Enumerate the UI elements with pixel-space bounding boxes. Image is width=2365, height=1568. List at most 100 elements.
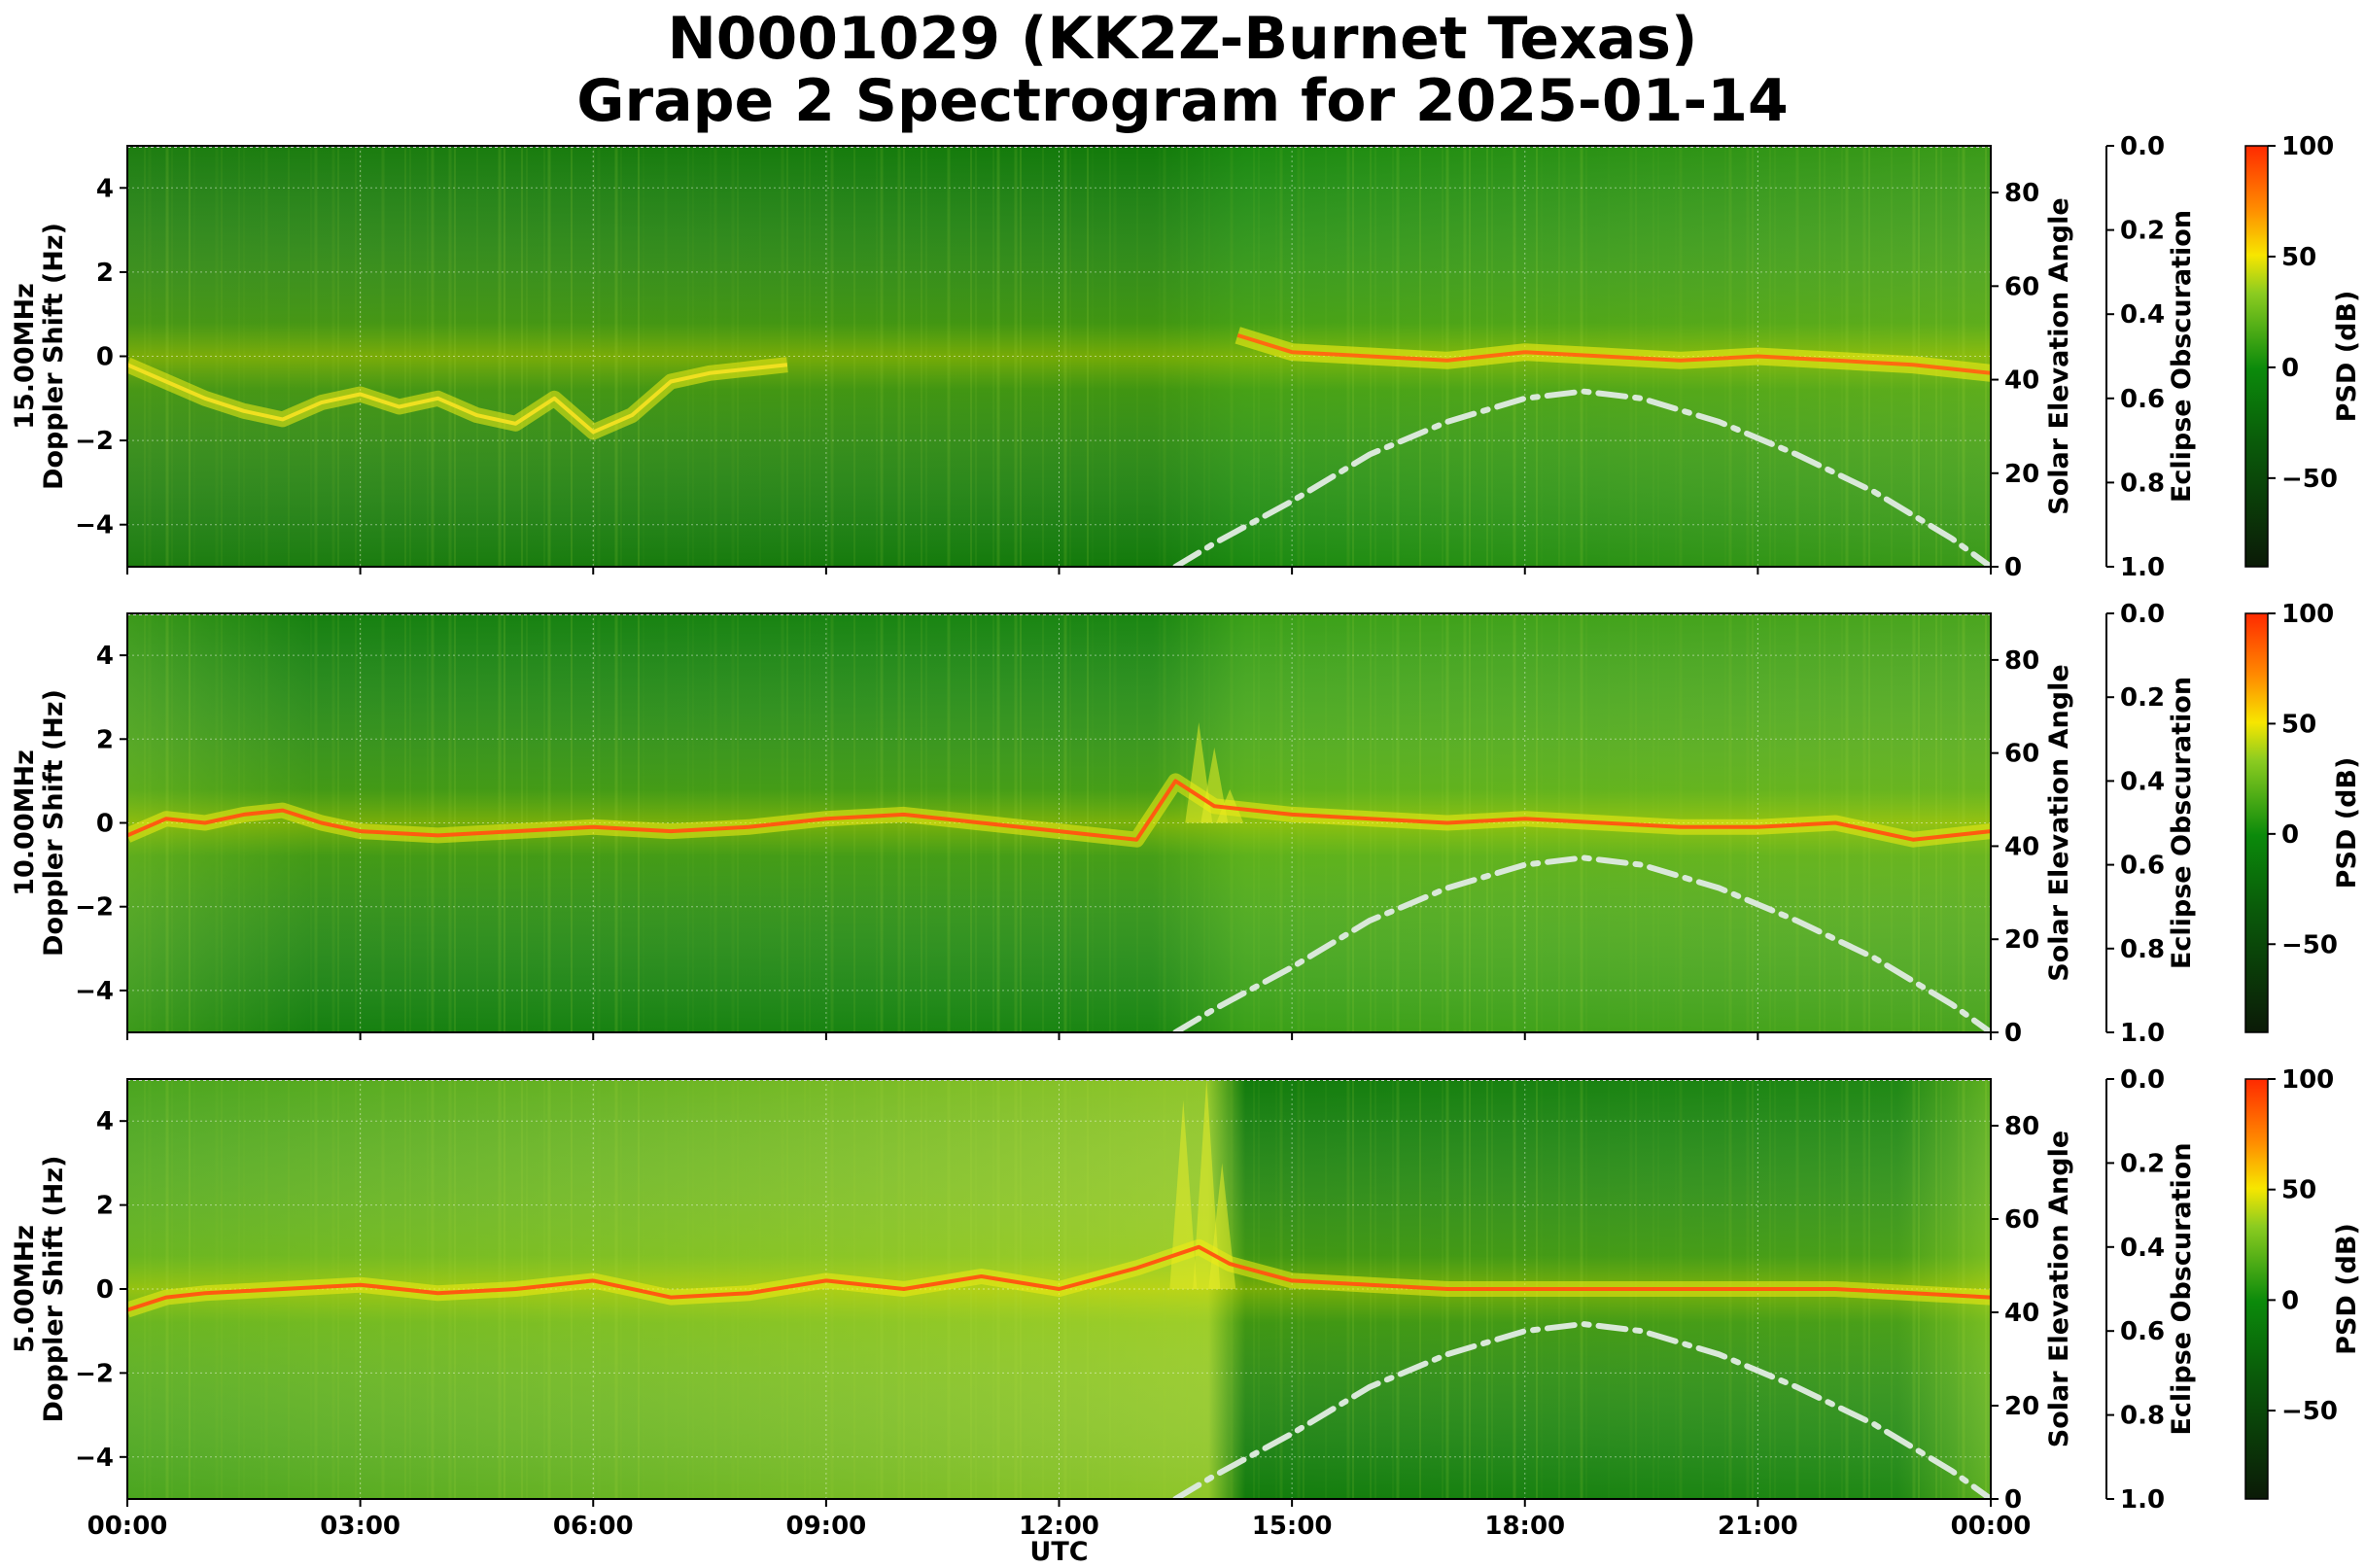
psd-colorbar-gradient xyxy=(2244,612,2269,1033)
eclipse-tick-label: 0.0 xyxy=(2120,1065,2165,1095)
doppler-axis-label: Doppler Shift (Hz) xyxy=(39,1156,69,1423)
psd-tick-label: −50 xyxy=(2281,1397,2338,1426)
solar-elevation-curve xyxy=(1172,854,1991,1032)
solar-tick-label: 80 xyxy=(2004,1112,2039,1141)
solar-elevation-curve xyxy=(1172,1320,1991,1499)
doppler-axis-label-frequency: 5.00MHz xyxy=(10,1225,40,1353)
eclipse-tick-label: 0.4 xyxy=(2120,767,2165,796)
doppler-tick-label: 0 xyxy=(96,810,114,839)
solar-tick-label: 20 xyxy=(2004,1392,2039,1421)
doppler-spread-feature xyxy=(1193,1079,1221,1289)
eclipse-tick-label: 0.2 xyxy=(2120,217,2165,246)
solar-tick-label: 40 xyxy=(2004,832,2039,861)
doppler-tick-label: −4 xyxy=(75,977,114,1006)
solar-axis-label: Solar Elevation Angle xyxy=(2044,664,2074,981)
psd-tick-label: 0 xyxy=(2281,354,2299,383)
psd-tick-label: 50 xyxy=(2281,1176,2316,1205)
eclipse-axis-label: Eclipse Obscuration xyxy=(2167,210,2197,503)
solar-tick-label: 80 xyxy=(2004,646,2039,676)
psd-colorbar: 100 50 0 −50 PSD (dB) xyxy=(2244,1065,2362,1500)
x-tick-label: 00:00 xyxy=(87,1512,168,1541)
solar-tick-label: 60 xyxy=(2004,1205,2039,1235)
doppler-tick-label: 0 xyxy=(96,343,114,372)
psd-axis-label: PSD (dB) xyxy=(2332,1223,2362,1355)
doppler-tick-label: 4 xyxy=(96,174,114,203)
psd-tick-label: 0 xyxy=(2281,820,2299,850)
doppler-tick-label: 2 xyxy=(96,725,114,754)
solar-elevation-curve xyxy=(1172,388,1991,567)
solar-tick-label: 20 xyxy=(2004,925,2039,955)
doppler-tick-label: 2 xyxy=(96,1192,114,1221)
eclipse-tick-label: 1.0 xyxy=(2120,553,2165,582)
eclipse-tick-label: 0.2 xyxy=(2120,1149,2165,1178)
chart-title-line-2: Grape 2 Spectrogram for 2025-01-14 xyxy=(576,67,1789,135)
spectrogram-panel-1: 420−2−415.00MHz Doppler Shift (Hz)0204060… xyxy=(10,132,2362,582)
x-tick-label: 06:00 xyxy=(553,1512,634,1541)
solar-tick-label: 0 xyxy=(2004,1485,2022,1515)
solar-tick-label: 40 xyxy=(2004,366,2039,396)
eclipse-tick-label: 0.4 xyxy=(2120,1234,2165,1263)
solar-tick-label: 40 xyxy=(2004,1299,2039,1328)
psd-axis-label: PSD (dB) xyxy=(2332,757,2362,889)
doppler-tick-label: −2 xyxy=(75,427,114,456)
psd-tick-label: 0 xyxy=(2281,1286,2299,1315)
eclipse-tick-label: 0.6 xyxy=(2120,852,2165,881)
eclipse-tick-label: 1.0 xyxy=(2120,1485,2165,1515)
psd-colorbar-gradient xyxy=(2244,1078,2269,1500)
eclipse-tick-label: 0.0 xyxy=(2120,600,2165,629)
eclipse-tick-label: 0.6 xyxy=(2120,385,2165,414)
doppler-tick-label: −4 xyxy=(75,511,114,540)
x-axis-label: UTC xyxy=(1029,1537,1088,1567)
psd-colorbar: 100 50 0 −50 PSD (dB) xyxy=(2244,132,2362,568)
doppler-trace xyxy=(127,779,1991,842)
doppler-axis-label: Doppler Shift (Hz) xyxy=(39,689,69,957)
x-tick-label: 15:00 xyxy=(1252,1512,1333,1541)
psd-tick-label: −50 xyxy=(2281,465,2338,494)
doppler-tick-label: 0 xyxy=(96,1275,114,1305)
solar-axis-label: Solar Elevation Angle xyxy=(2044,1131,2074,1447)
doppler-axis-label-frequency: 15.00MHz xyxy=(10,283,40,430)
spectrogram-panel-3: 420−2−45.00MHz Doppler Shift (Hz)02040608… xyxy=(10,1065,2362,1541)
solar-axis-label: Solar Elevation Angle xyxy=(2044,197,2074,514)
x-tick-label: 21:00 xyxy=(1718,1512,1798,1541)
x-tick-label: 18:00 xyxy=(1484,1512,1565,1541)
eclipse-tick-label: 0.8 xyxy=(2120,935,2165,964)
psd-tick-label: 100 xyxy=(2281,132,2334,161)
solar-tick-label: 60 xyxy=(2004,272,2039,301)
spectrogram-panel-2: 420−2−410.00MHz Doppler Shift (Hz)0204060… xyxy=(10,600,2362,1048)
solar-tick-label: 60 xyxy=(2004,740,2039,769)
doppler-tick-label: −2 xyxy=(75,1359,114,1388)
psd-axis-label: PSD (dB) xyxy=(2332,291,2362,423)
eclipse-axis-label: Eclipse Obscuration xyxy=(2167,677,2197,969)
psd-colorbar: 100 50 0 −50 PSD (dB) xyxy=(2244,600,2362,1033)
eclipse-tick-label: 0.2 xyxy=(2120,683,2165,713)
doppler-tick-label: 4 xyxy=(96,642,114,671)
solar-tick-label: 80 xyxy=(2004,179,2039,208)
x-tick-label: 09:00 xyxy=(785,1512,866,1541)
psd-tick-label: 100 xyxy=(2281,1065,2334,1095)
doppler-trace xyxy=(127,1244,1991,1312)
psd-colorbar-gradient xyxy=(2244,145,2269,568)
x-tick-label: 03:00 xyxy=(320,1512,400,1541)
psd-tick-label: 50 xyxy=(2281,710,2316,739)
doppler-trace xyxy=(127,363,788,435)
x-tick-label: 00:00 xyxy=(1951,1512,2032,1541)
doppler-tick-label: −2 xyxy=(75,893,114,923)
eclipse-tick-label: 1.0 xyxy=(2120,1019,2165,1048)
doppler-axis-label-frequency: 10.00MHz xyxy=(10,749,40,896)
solar-tick-label: 0 xyxy=(2004,553,2022,582)
doppler-axis-label: Doppler Shift (Hz) xyxy=(39,223,69,490)
psd-tick-label: 100 xyxy=(2281,600,2334,629)
doppler-tick-label: 2 xyxy=(96,259,114,288)
doppler-tick-label: 4 xyxy=(96,1107,114,1136)
psd-tick-label: 50 xyxy=(2281,243,2316,272)
psd-tick-label: −50 xyxy=(2281,930,2338,959)
eclipse-axis-label: Eclipse Obscuration xyxy=(2167,1142,2197,1435)
x-tick-label: 12:00 xyxy=(1019,1512,1099,1541)
eclipse-tick-label: 0.6 xyxy=(2120,1317,2165,1346)
chart-title-line-1: N0001029 (KK2Z-Burnet Texas) xyxy=(667,5,1698,73)
solar-tick-label: 0 xyxy=(2004,1019,2022,1048)
doppler-trace-main xyxy=(1236,332,1991,375)
doppler-tick-label: −4 xyxy=(75,1444,114,1473)
